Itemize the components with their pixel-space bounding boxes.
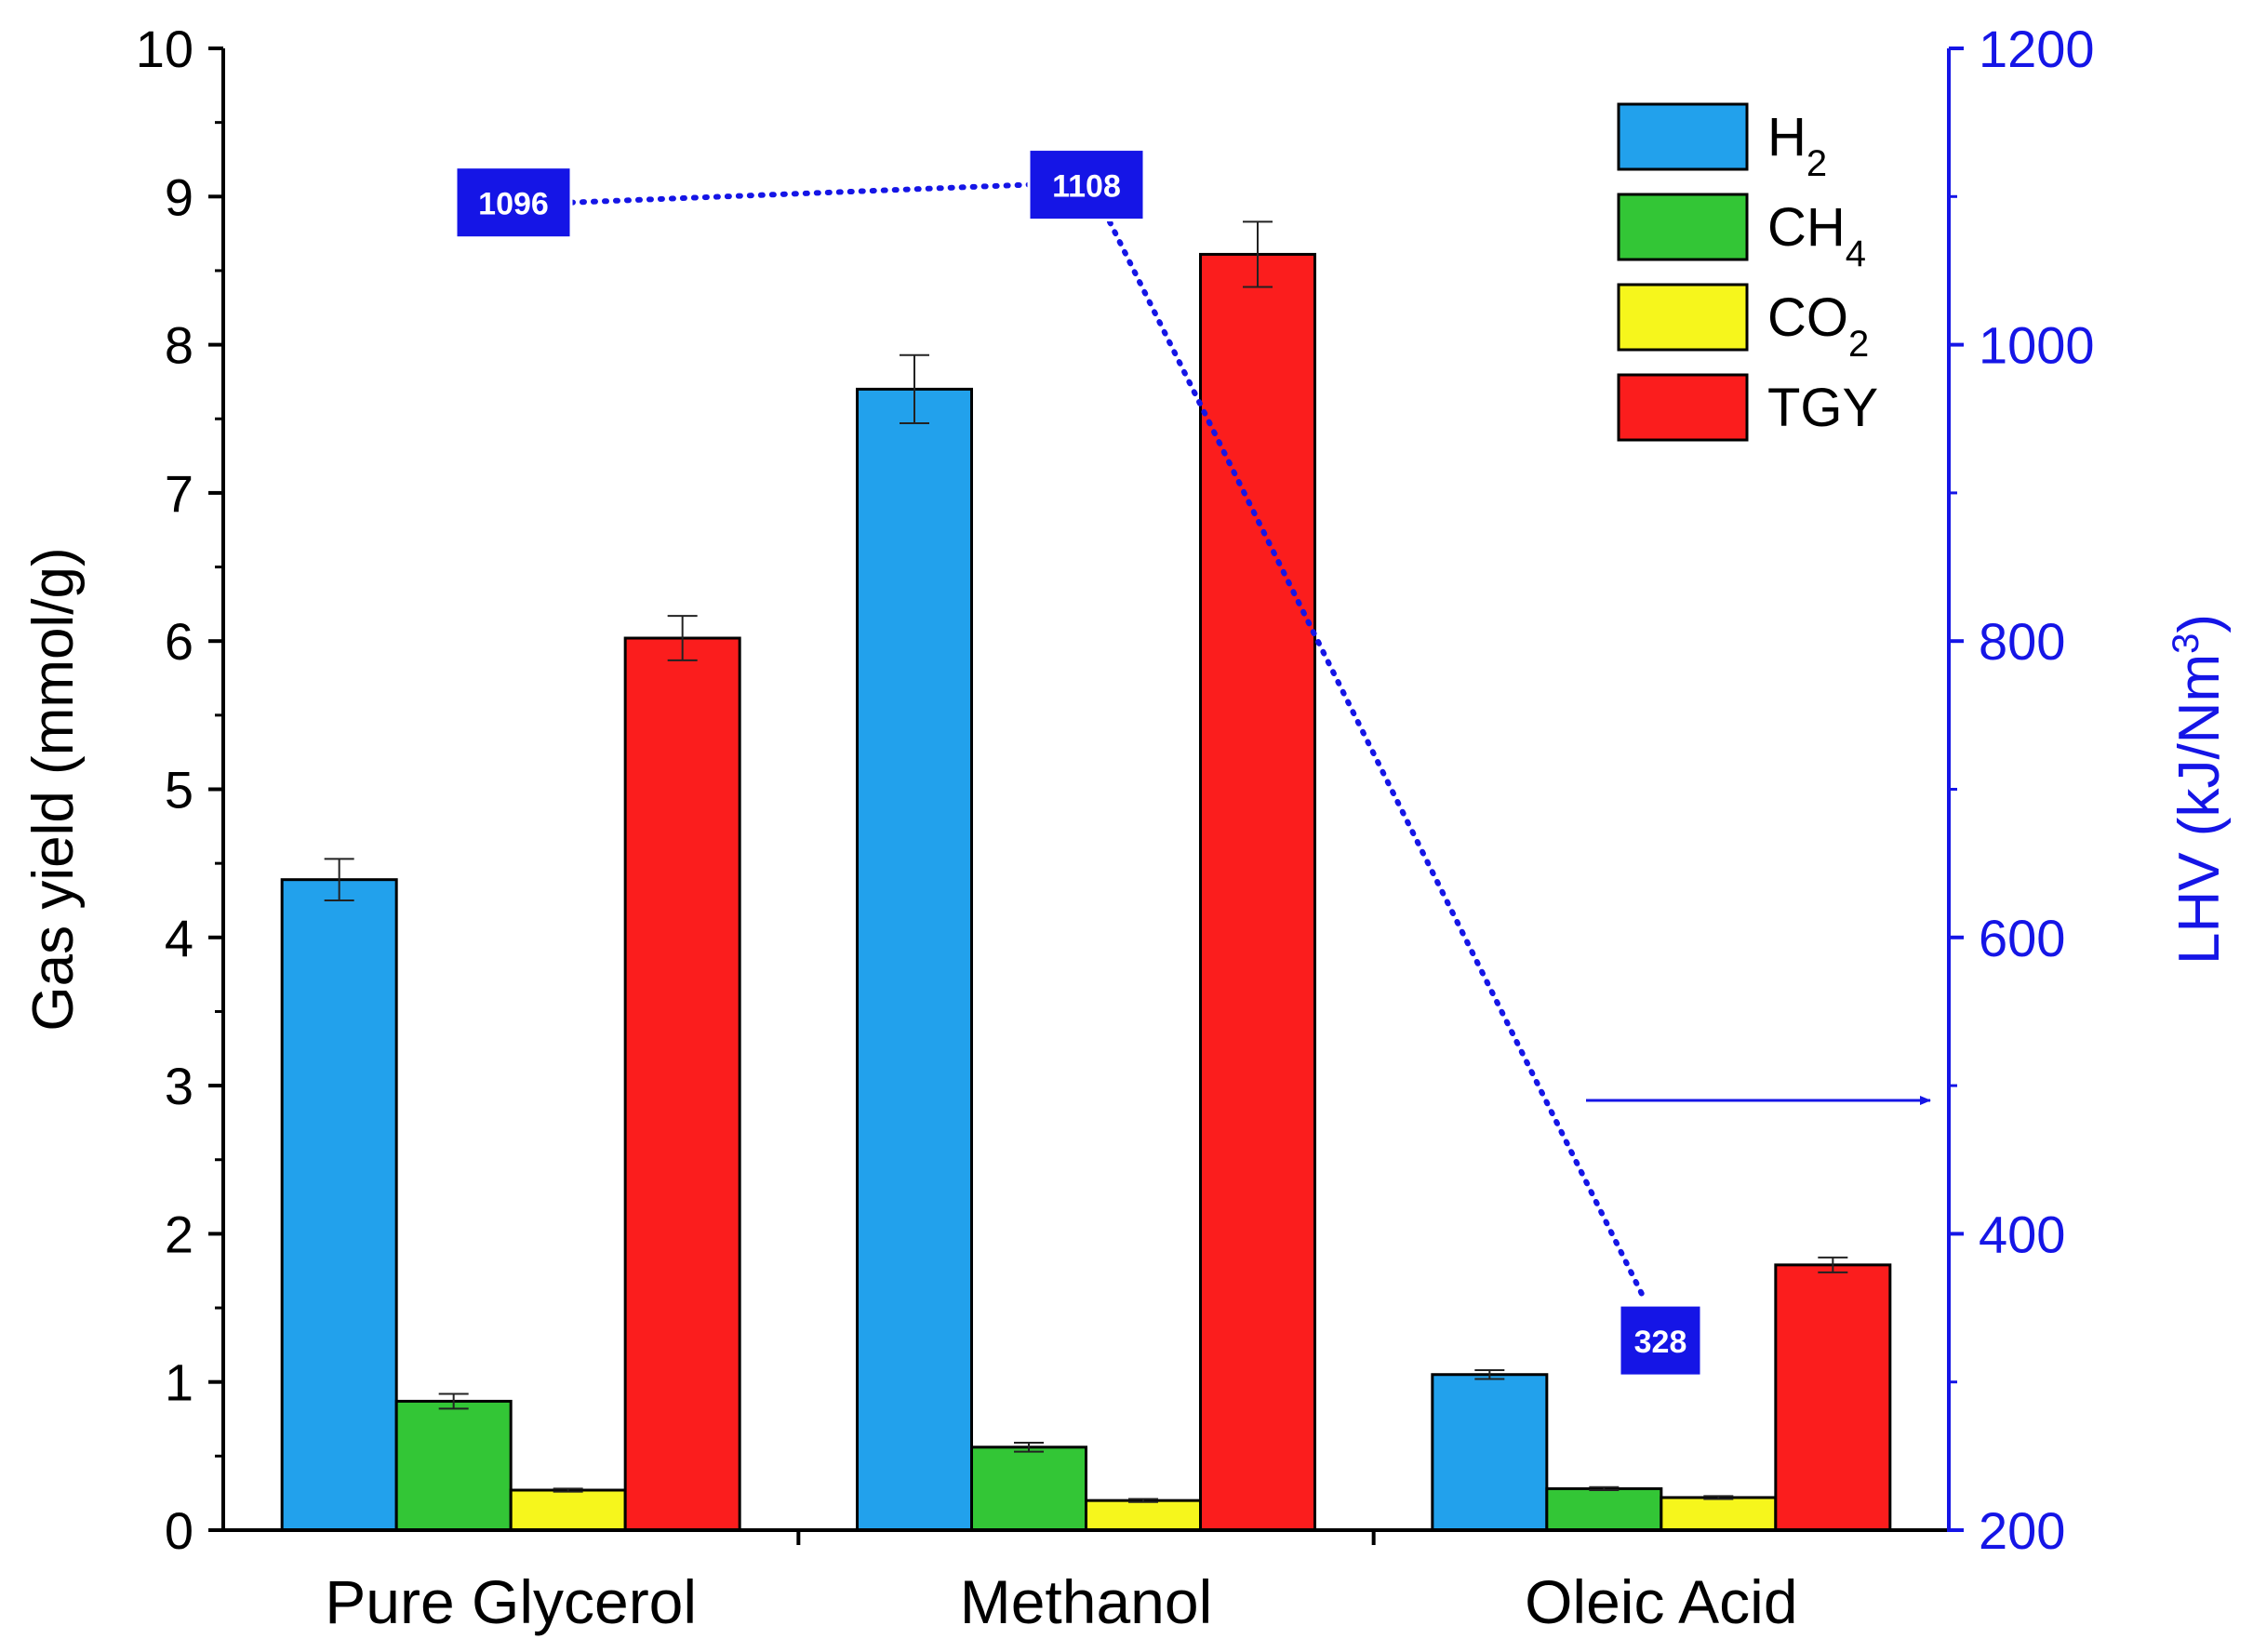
left-tick-label: 8 xyxy=(165,316,193,375)
category-label: Pure Glycerol xyxy=(325,1567,697,1636)
left-axis-title: Gas yield (mmol/g) xyxy=(21,547,86,1031)
bar-methanol-ch4 xyxy=(970,1446,1087,1532)
lhv-data-label: 1096 xyxy=(478,187,549,222)
bar-oleic-acid-co2 xyxy=(1660,1496,1778,1532)
legend-label: H2 xyxy=(1767,107,1827,184)
axes-layer: 0 1 2 3 4 5 6 7 8 9 10 200 400 600 800 1000 1200 Pure Gly… xyxy=(21,20,2232,1636)
legend: H2 CH4 CO2 TGY xyxy=(1617,102,1878,442)
bar-pure-glycerol-co2 xyxy=(509,1488,627,1532)
left-tick-label: 6 xyxy=(165,612,193,671)
lhv-line-layer: 1096 1108 328 xyxy=(454,148,1931,1378)
legend-label: CO2 xyxy=(1767,287,1869,365)
lhv-data-label: 1108 xyxy=(1052,169,1121,205)
bar-pure-glycerol-ch4 xyxy=(394,1399,513,1532)
right-tick-label: 200 xyxy=(1979,1501,2065,1560)
bar-oleic-acid-h2 xyxy=(1431,1373,1549,1532)
bar-methanol-co2 xyxy=(1085,1499,1202,1532)
legend-label: TGY xyxy=(1767,378,1878,438)
right-tick-label: 800 xyxy=(1979,612,2065,671)
lhv-data-label-box xyxy=(1027,148,1146,222)
right-tick-label: 400 xyxy=(1979,1205,2065,1263)
error-bars-layer xyxy=(324,220,1848,1503)
lhv-data-label-box xyxy=(1618,1303,1703,1378)
left-tick-label: 0 xyxy=(165,1501,193,1560)
bar-pure-glycerol-tgy xyxy=(623,636,741,1532)
left-tick-label: 10 xyxy=(136,20,193,78)
right-tick-label: 1200 xyxy=(1979,20,2095,78)
bar-methanol-h2 xyxy=(856,387,973,1532)
legend-swatch-co2 xyxy=(1617,283,1749,352)
right-axis-title: LHV (kJ/Nm3) xyxy=(2166,614,2232,965)
category-label: Methanol xyxy=(960,1567,1213,1636)
left-tick-label: 7 xyxy=(165,464,193,523)
left-tick-label: 4 xyxy=(165,909,193,967)
right-tick-label: 600 xyxy=(1979,909,2065,967)
bar-oleic-acid-tgy xyxy=(1774,1263,1892,1532)
lhv-data-label-box xyxy=(454,166,573,240)
lhv-segment xyxy=(568,181,1032,206)
legend-swatch-h2 xyxy=(1617,102,1749,171)
lhv-segment xyxy=(1107,219,1645,1298)
bar-methanol-tgy xyxy=(1199,252,1316,1532)
left-tick-label: 3 xyxy=(165,1057,193,1115)
legend-swatch-ch4 xyxy=(1617,193,1749,261)
category-label: Oleic Acid xyxy=(1525,1567,1797,1636)
left-tick-label: 5 xyxy=(165,761,193,819)
bar-oleic-acid-ch4 xyxy=(1545,1486,1663,1532)
bar-pure-glycerol-h2 xyxy=(280,878,398,1532)
left-tick-label: 1 xyxy=(165,1353,193,1412)
legend-label: CH4 xyxy=(1767,197,1866,274)
bars-layer xyxy=(280,252,1892,1532)
legend-swatch-tgy xyxy=(1617,373,1749,442)
left-tick-label: 2 xyxy=(165,1205,193,1263)
right-tick-label: 1000 xyxy=(1979,316,2095,375)
lhv-data-label: 328 xyxy=(1634,1325,1687,1360)
left-tick-label: 9 xyxy=(165,167,193,226)
